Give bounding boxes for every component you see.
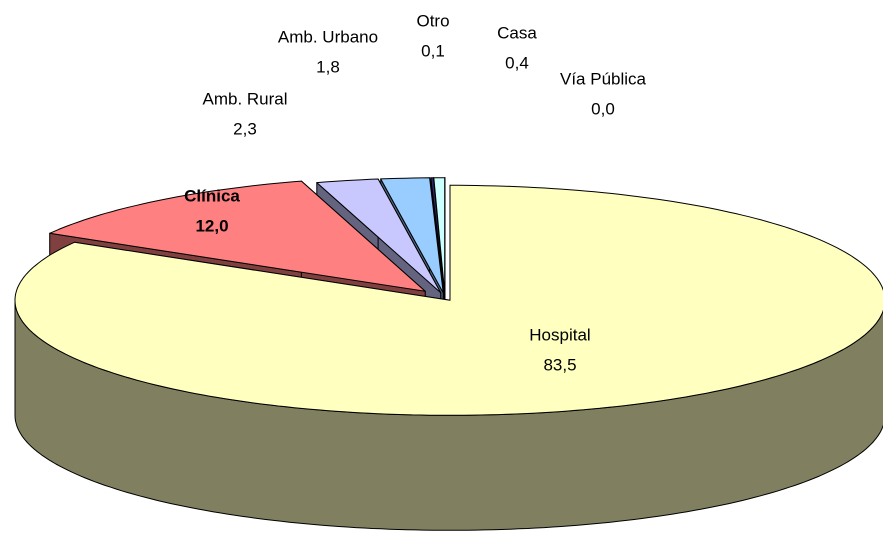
value-label: 0,1 [421,41,445,60]
value-label: 12,0 [195,216,228,235]
slice-label: Otro [416,11,449,30]
slice-label: Casa [497,23,537,42]
slice-label: Clínica [184,186,240,205]
slice [380,177,444,294]
value-label: 0,4 [505,53,529,72]
slice [316,178,442,294]
slice [430,177,445,294]
slice-label: Amb. Urbano [278,27,378,46]
value-label: 0,0 [591,99,615,118]
slice-label: Hospital [529,325,590,344]
value-label: 2,3 [233,119,257,138]
value-label: 83,5 [543,355,576,374]
slice-label: Amb. Rural [202,89,287,108]
slice [14,184,883,416]
slice [49,180,426,292]
value-label: 1,8 [316,57,340,76]
slice-label: Vía Pública [560,69,647,88]
